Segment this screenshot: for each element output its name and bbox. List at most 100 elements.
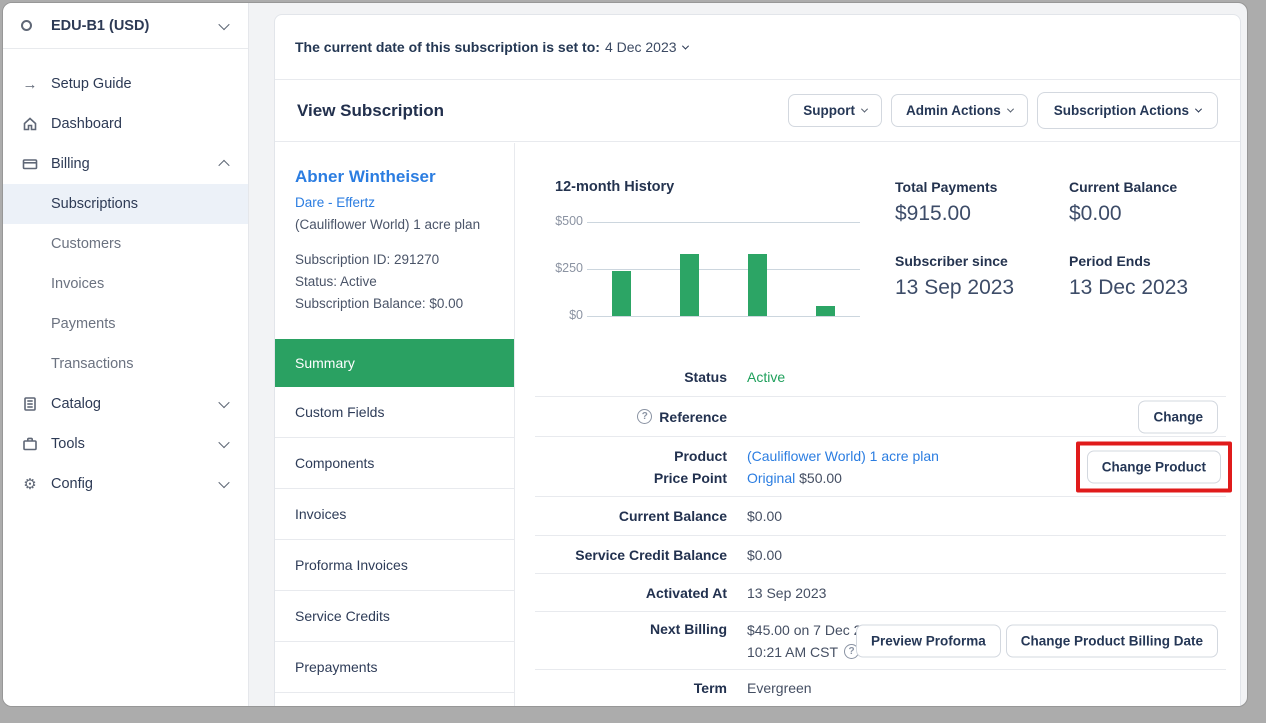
sidebar-item-subscriptions[interactable]: Subscriptions xyxy=(3,184,248,224)
reference-label: ? Reference xyxy=(535,409,727,425)
customer-company-link[interactable]: Dare - Effertz xyxy=(295,195,376,210)
detail-row-reference: ? Reference Change xyxy=(535,396,1226,436)
chart-gridline xyxy=(587,316,860,317)
admin-actions-button[interactable]: Admin Actions xyxy=(890,94,1028,127)
sidebar-item-customers[interactable]: Customers xyxy=(3,224,248,264)
change-product-billing-date-button[interactable]: Change Product Billing Date xyxy=(1005,624,1218,657)
subscription-id: Subscription ID: 291270 xyxy=(295,252,440,267)
page-title: View Subscription xyxy=(297,100,445,120)
tab-summary[interactable]: Summary xyxy=(275,339,514,387)
stat-value: $915.00 xyxy=(895,202,971,225)
sidebar-item-invoices[interactable]: Invoices xyxy=(3,264,248,304)
sidebar-item-label: Tools xyxy=(51,436,85,452)
sidebar-item-label: Config xyxy=(51,476,93,492)
sidebar-item-tools[interactable]: Tools xyxy=(3,424,248,464)
stat-value: $0.00 xyxy=(1069,202,1122,225)
customer-name-link[interactable]: Abner Wintheiser xyxy=(295,167,436,186)
current-balance-value: $0.00 xyxy=(747,508,783,524)
home-icon xyxy=(21,116,39,132)
stat-label: Subscriber since xyxy=(895,253,1008,269)
chevron-down-icon xyxy=(1194,105,1203,113)
document-lines-icon xyxy=(21,396,39,412)
price-point-link[interactable]: Original xyxy=(747,469,796,486)
help-icon[interactable]: ? xyxy=(637,409,653,424)
stat-total-payments: Total Payments $915.00 xyxy=(895,179,1065,226)
tab-proforma-invoices[interactable]: Proforma Invoices xyxy=(275,540,514,591)
product-link[interactable]: (Cauliflower World) 1 acre plan xyxy=(747,447,939,464)
page-header: View Subscription Support Admin Actions … xyxy=(275,80,1240,142)
next-billing-value: $45.00 on 7 Dec 2023 10:21 AM CST ? xyxy=(747,619,885,663)
chart-ylabels: $0 $250 $500 xyxy=(543,214,583,327)
detail-row-product: Product (Cauliflower World) 1 acre plan … xyxy=(535,436,1232,496)
sidebar-item-label: Dashboard xyxy=(51,116,122,132)
sidebar-item-label: Invoices xyxy=(51,276,105,292)
sidebar-item-label: Billing xyxy=(51,156,90,172)
chevron-down-icon xyxy=(218,18,230,30)
chart-bar xyxy=(611,270,631,316)
chart-gridline xyxy=(587,269,860,270)
workspace-ring-icon xyxy=(21,20,32,31)
sidebar-item-payments[interactable]: Payments xyxy=(3,304,248,344)
tab-custom-fields[interactable]: Custom Fields xyxy=(275,387,514,438)
chart-title: 12-month History xyxy=(555,179,675,195)
subscription-card: The current date of this subscription is… xyxy=(274,14,1241,706)
detail-row-next-billing: Next Billing $45.00 on 7 Dec 2023 10:21 … xyxy=(535,611,1226,669)
chart-gridline xyxy=(587,222,860,223)
chart-ytick-label: $250 xyxy=(555,261,583,275)
chevron-up-icon xyxy=(218,159,230,172)
chart-bar xyxy=(816,305,836,316)
annotation-highlight-box: Change Product xyxy=(1075,441,1232,492)
stat-label: Period Ends xyxy=(1069,253,1151,269)
chevron-down-icon xyxy=(681,42,689,50)
chart-plot xyxy=(587,215,860,327)
sidebar-nav: → Setup Guide Dashboard Billing Subscrip… xyxy=(3,49,248,504)
subscription-actions-button[interactable]: Subscription Actions xyxy=(1036,92,1218,129)
next-billing-label: Next Billing xyxy=(649,621,727,637)
sidebar-item-billing[interactable]: Billing xyxy=(3,144,248,184)
support-button[interactable]: Support xyxy=(788,94,882,127)
subscription-balance: Subscription Balance: $0.00 xyxy=(295,296,464,311)
sidebar-item-transactions[interactable]: Transactions xyxy=(3,344,248,384)
customer-plan: (Cauliflower World) 1 acre plan xyxy=(295,217,481,232)
tab-service-credits[interactable]: Service Credits xyxy=(275,591,514,642)
subscription-left-panel: Abner Wintheiser Dare - Effertz (Caulifl… xyxy=(275,143,515,706)
tab-prepayments[interactable]: Prepayments xyxy=(275,642,514,693)
activated-at-value: 13 Sep 2023 xyxy=(747,584,827,601)
sidebar-item-catalog[interactable]: Catalog xyxy=(3,384,248,424)
sidebar-item-label: Payments xyxy=(51,316,116,332)
sidebar-item-config[interactable]: ⚙ Config xyxy=(3,464,248,504)
stat-value: 13 Dec 2023 xyxy=(1069,276,1189,299)
gear-icon: ⚙ xyxy=(23,476,37,493)
tab-components[interactable]: Components xyxy=(275,438,514,489)
price-point-price: $50.00 xyxy=(799,469,842,486)
change-product-button[interactable]: Change Product xyxy=(1086,450,1221,483)
sidebar-item-label: Customers xyxy=(51,236,122,252)
credit-card-icon xyxy=(21,156,39,172)
preview-proforma-button[interactable]: Preview Proforma xyxy=(855,624,1001,657)
subscription-date-dropdown[interactable]: 4 Dec 2023 xyxy=(605,39,689,55)
chart-bar xyxy=(748,253,768,316)
subscription-status: Status: Active xyxy=(295,274,377,289)
summary-content: 12-month History $0 $250 $500 Total Paymen… xyxy=(515,143,1240,706)
subscription-actions-button-label: Subscription Actions xyxy=(1053,103,1189,118)
sidebar-item-label: Transactions xyxy=(51,356,134,372)
workspace-selector[interactable]: EDU-B1 (USD) xyxy=(3,3,248,49)
stat-label: Current Balance xyxy=(1069,179,1178,195)
chevron-down-icon xyxy=(1006,105,1014,113)
tab-invoices[interactable]: Invoices xyxy=(275,489,514,540)
app-window: EDU-B1 (USD) → Setup Guide Dashboard Bil… xyxy=(2,2,1248,707)
chevron-down-icon xyxy=(860,105,869,113)
sidebar-item-setup-guide[interactable]: → Setup Guide xyxy=(3,64,248,104)
chevron-down-icon xyxy=(218,436,230,449)
price-point-value: Original $50.00 xyxy=(747,467,842,489)
chevron-down-icon xyxy=(218,476,230,489)
detail-row-activated-at: Activated At 13 Sep 2023 xyxy=(535,573,1226,611)
sidebar-item-label: Catalog xyxy=(51,396,101,412)
history-chart: $0 $250 $500 xyxy=(543,214,873,327)
change-reference-button[interactable]: Change xyxy=(1138,400,1218,433)
sidebar-item-dashboard[interactable]: Dashboard xyxy=(3,104,248,144)
service-credit-balance-value: $0.00 xyxy=(747,546,783,563)
banner-text: The current date of this subscription is… xyxy=(295,39,600,55)
sidebar-item-label: Subscriptions xyxy=(51,196,139,212)
service-credit-balance-label: Service Credit Balance xyxy=(575,546,727,563)
